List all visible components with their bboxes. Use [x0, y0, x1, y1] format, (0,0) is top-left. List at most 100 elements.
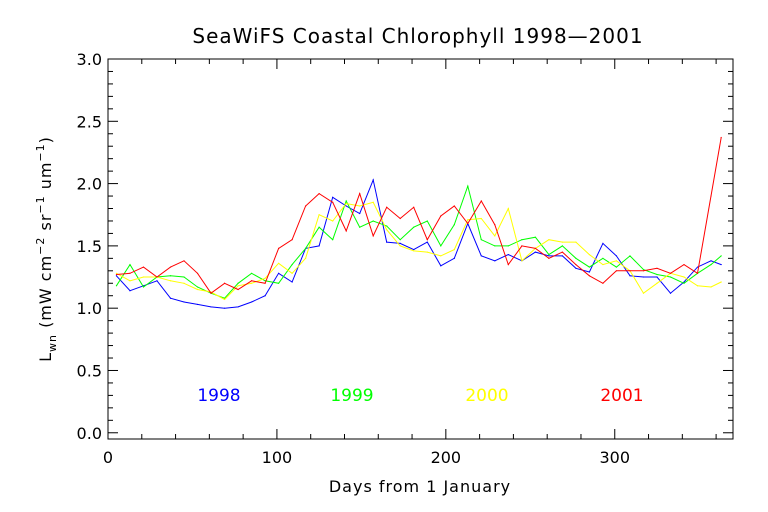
data-point-1998	[642, 276, 645, 278]
data-point-2001	[440, 215, 442, 217]
data-point-2000	[656, 282, 658, 284]
data-point-2000	[426, 251, 428, 253]
data-point-2001	[494, 224, 496, 226]
data-point-2001	[210, 292, 212, 294]
data-point-1999	[669, 276, 672, 278]
series-line-1999	[115, 184, 722, 299]
data-point-2001	[237, 288, 239, 291]
data-point-1998	[156, 280, 158, 282]
data-point-1998	[683, 281, 685, 283]
data-point-2000	[264, 277, 266, 279]
data-point-2000	[196, 288, 199, 291]
data-point-1999	[372, 220, 374, 222]
data-point-1999	[250, 272, 253, 274]
data-point-1998	[291, 281, 293, 283]
y-axis-label-um: um	[36, 162, 55, 196]
data-point-1999	[386, 225, 388, 227]
data-point-1998	[669, 292, 672, 294]
data-point-2001	[467, 222, 469, 225]
y-axis-label: Lwn (mW cm−2 sr−1 um−1)	[34, 136, 59, 362]
data-point-1999	[264, 280, 266, 282]
legend-label-1998: 1998	[197, 386, 240, 406]
data-point-1999	[683, 282, 685, 284]
data-point-1999	[453, 224, 455, 226]
data-point-1999	[278, 282, 280, 284]
data-point-1999	[440, 245, 442, 247]
x-tick-label: 200	[431, 448, 462, 467]
data-point-2001	[386, 206, 388, 208]
data-point-1998	[264, 295, 266, 297]
data-point-1999	[548, 254, 550, 256]
data-point-2000	[305, 257, 307, 259]
data-point-1999	[183, 276, 185, 278]
y-tick-label: 0.5	[77, 361, 102, 380]
data-point-2001	[575, 263, 577, 266]
chart-title: SeaWiFS Coastal Chlorophyll 1998—2001	[192, 24, 643, 48]
data-point-2001	[453, 205, 455, 207]
data-point-2000	[372, 201, 374, 203]
data-point-1998	[588, 271, 591, 273]
data-point-2001	[615, 270, 618, 272]
data-point-2001	[656, 267, 658, 269]
plot-frame	[107, 58, 734, 440]
data-point-1999	[602, 257, 604, 259]
data-point-1998	[615, 255, 618, 257]
data-point-2001	[710, 195, 712, 197]
data-point-2001	[129, 272, 131, 274]
data-point-2000	[142, 276, 145, 278]
data-point-1998	[534, 251, 536, 253]
data-point-2000	[696, 285, 699, 287]
data-point-2001	[507, 263, 509, 266]
y-tick-label: 2.0	[77, 175, 102, 194]
data-point-2000	[169, 280, 172, 282]
data-point-1998	[318, 245, 320, 247]
data-point-1998	[359, 212, 361, 215]
data-point-1999	[115, 285, 118, 287]
data-point-2001	[480, 200, 482, 202]
data-point-1999	[710, 263, 712, 266]
data-point-1999	[642, 268, 645, 271]
data-point-1999	[467, 185, 469, 187]
data-point-1998	[426, 241, 428, 243]
series-lines	[115, 136, 722, 309]
data-point-1998	[507, 254, 509, 256]
data-point-1998	[372, 179, 374, 181]
data-point-2000	[453, 249, 455, 251]
legend-label-2000: 2000	[465, 386, 508, 406]
data-point-2001	[696, 272, 699, 274]
data-point-2001	[629, 270, 631, 272]
data-point-2001	[588, 275, 591, 277]
data-point-2000	[129, 280, 131, 282]
data-point-1998	[183, 301, 185, 303]
y-axis-label-exp1: −2	[34, 237, 47, 255]
data-point-2000	[345, 202, 347, 205]
data-point-1998	[480, 255, 482, 257]
data-point-2000	[507, 207, 509, 210]
data-point-2000	[359, 205, 361, 207]
data-point-2001	[278, 247, 280, 249]
data-point-1998	[561, 255, 563, 257]
data-point-2000	[588, 254, 591, 256]
data-point-2001	[372, 235, 374, 237]
data-point-2001	[169, 266, 172, 268]
data-point-1998	[210, 306, 212, 308]
data-point-2000	[615, 260, 618, 262]
data-point-1998	[629, 275, 631, 277]
series-line-2001	[116, 137, 722, 294]
y-tick-label: 1.5	[77, 237, 102, 256]
data-point-1999	[413, 226, 415, 228]
data-point-2001	[413, 206, 415, 208]
data-point-2001	[318, 192, 320, 195]
data-point-2000	[642, 292, 645, 294]
data-point-1998	[332, 196, 334, 198]
data-point-1998	[575, 267, 577, 269]
data-point-2001	[250, 280, 253, 282]
data-point-2000	[278, 262, 280, 264]
data-point-1998	[696, 266, 699, 268]
data-point-1999	[656, 273, 658, 276]
data-point-1999	[720, 255, 722, 257]
y-axis-label-exp2: −1	[34, 195, 47, 213]
data-point-2001	[156, 276, 158, 278]
y-tick-label: 1.0	[77, 299, 102, 318]
